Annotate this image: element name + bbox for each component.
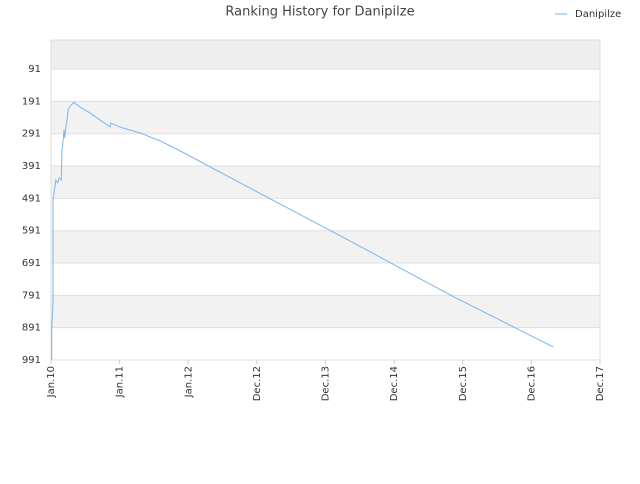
y-tick-label: 991 bbox=[22, 355, 41, 366]
legend-label: Danipilze bbox=[575, 9, 621, 20]
y-tick-label: 191 bbox=[22, 96, 41, 107]
x-tick-label: Dec.14 bbox=[389, 366, 400, 401]
y-tick-label: 691 bbox=[22, 258, 41, 269]
y-tick-label: 91 bbox=[28, 64, 41, 75]
y-tick-label: 391 bbox=[22, 161, 41, 172]
y-tick-label: 891 bbox=[22, 323, 41, 334]
y-tick-label: 591 bbox=[22, 226, 41, 237]
line bbox=[51, 101, 554, 360]
band bbox=[51, 166, 600, 199]
x-tick-label: Dec.15 bbox=[458, 366, 469, 401]
x-tick-label: Jan.11 bbox=[115, 366, 126, 398]
band bbox=[51, 263, 600, 296]
y-tick-label: 491 bbox=[22, 193, 41, 204]
y-tick-label: 291 bbox=[22, 129, 41, 140]
band bbox=[51, 295, 600, 328]
band bbox=[51, 40, 600, 70]
x-tick-label: Dec.16 bbox=[526, 366, 537, 401]
band bbox=[51, 198, 600, 231]
x-tick-label: Dec.13 bbox=[321, 366, 332, 401]
x-tick-label: Dec.17 bbox=[595, 366, 606, 401]
band bbox=[51, 327, 600, 360]
band bbox=[51, 69, 600, 102]
y-tick-label: 791 bbox=[22, 290, 41, 301]
band bbox=[51, 230, 600, 264]
x-tick-label: Dec.12 bbox=[252, 366, 263, 401]
band bbox=[51, 133, 600, 167]
x-tick-label: Jan.12 bbox=[183, 366, 194, 398]
band bbox=[51, 101, 600, 134]
x-tick-label: Jan.10 bbox=[46, 366, 57, 398]
chart-title: Ranking History for Danipilze bbox=[225, 5, 414, 20]
